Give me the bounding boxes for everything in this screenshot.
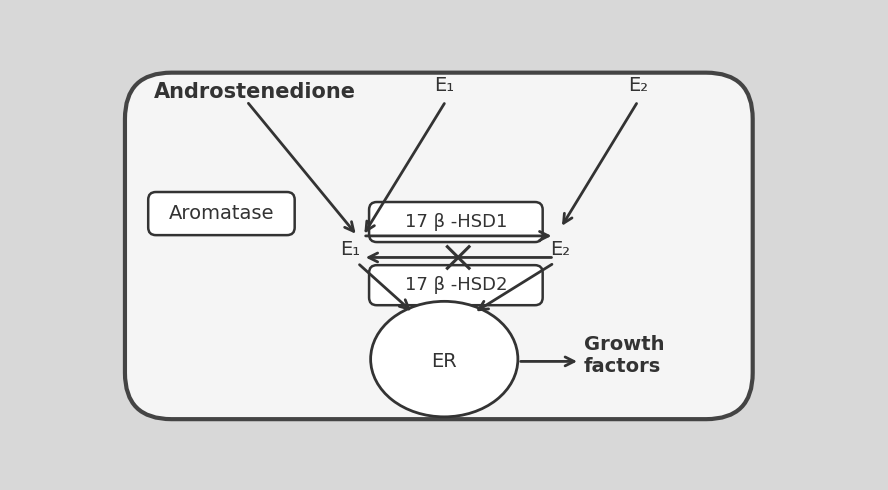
FancyBboxPatch shape	[148, 192, 295, 235]
Text: Growth
factors: Growth factors	[583, 335, 664, 376]
Text: E₁: E₁	[339, 240, 360, 259]
FancyBboxPatch shape	[125, 73, 753, 419]
Text: E₁: E₁	[434, 76, 455, 95]
Text: ER: ER	[432, 352, 457, 371]
Text: Aromatase: Aromatase	[169, 204, 274, 223]
FancyBboxPatch shape	[369, 202, 543, 242]
FancyBboxPatch shape	[369, 265, 543, 305]
Text: Androstenedione: Androstenedione	[154, 82, 355, 102]
Text: 17 β -HSD2: 17 β -HSD2	[405, 276, 507, 294]
Text: E₂: E₂	[551, 240, 571, 259]
Text: 17 β -HSD1: 17 β -HSD1	[405, 213, 507, 231]
Text: E₂: E₂	[628, 76, 648, 95]
Ellipse shape	[370, 301, 518, 417]
